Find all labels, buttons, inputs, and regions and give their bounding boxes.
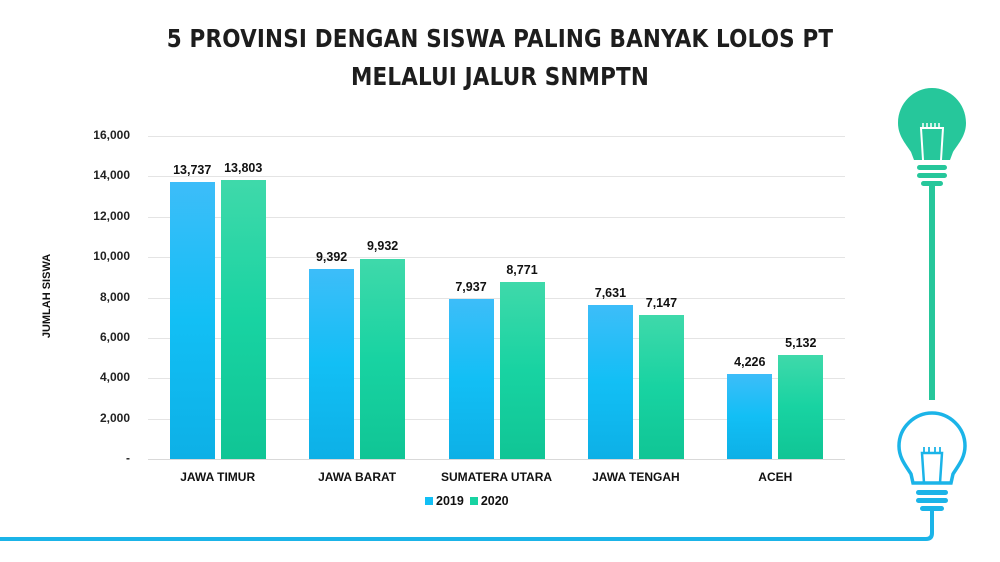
chart-title-line-2: MELALUI JALUR SNMPTN xyxy=(350,62,650,91)
legend-swatch-2020 xyxy=(469,497,478,505)
gridline xyxy=(148,418,845,420)
x-category-label: JAWA BARAT xyxy=(318,470,397,484)
legend-item-2019: 2019 xyxy=(425,494,464,508)
legend-label-2020: 2020 xyxy=(480,494,509,508)
bar-2019 xyxy=(727,373,773,459)
lightbulb-outline-icon xyxy=(897,411,967,485)
y-tick-label: 8,000 xyxy=(99,289,130,304)
bar-2020 xyxy=(638,314,684,459)
data-label: 5,132 xyxy=(785,336,817,351)
data-label: 9,392 xyxy=(315,250,348,265)
y-tick-label: 10,000 xyxy=(93,249,130,264)
y-tick-label: 2,000 xyxy=(99,410,130,425)
plot-area: 13,737 13,803 9,392 9,932 7,937 8,771 7,631 7,1… xyxy=(148,136,845,460)
data-label: 7,937 xyxy=(455,279,487,294)
data-label: 7,147 xyxy=(645,295,678,310)
legend-item-2020: 2020 xyxy=(469,494,509,508)
bar-2020 xyxy=(778,355,824,459)
bar-2020 xyxy=(220,180,266,459)
chart-title-line-1: 5 PROVINSI DENGAN SISWA PALING BANYAK LO… xyxy=(166,24,834,53)
data-label: 13,803 xyxy=(224,161,263,176)
data-label: 8,771 xyxy=(506,262,538,277)
data-label: 13,737 xyxy=(173,162,212,177)
bar-2020 xyxy=(499,281,545,459)
gridline xyxy=(148,176,845,178)
y-tick-label: - xyxy=(126,451,130,465)
lightbulb-filled-icon xyxy=(898,88,966,400)
x-category-label: SUMATERA UTARA xyxy=(440,470,553,484)
legend: 2019 2020 xyxy=(425,494,509,508)
bar-2019 xyxy=(169,181,215,459)
gridline xyxy=(148,378,845,380)
y-tick-label: 6,000 xyxy=(99,329,130,344)
gridline xyxy=(148,297,845,299)
bar-2019 xyxy=(309,269,355,459)
gridline xyxy=(148,257,845,259)
bar-2020 xyxy=(360,258,406,459)
x-category-label: JAWA TIMUR xyxy=(180,470,256,484)
bar-2019 xyxy=(448,298,494,459)
y-tick-label: 16,000 xyxy=(93,128,130,142)
y-tick-label: 12,000 xyxy=(93,208,130,223)
chart-title: 5 PROVINSI DENGAN SISWA PALING BANYAK LO… xyxy=(70,20,930,96)
gridline xyxy=(148,337,845,339)
legend-label-2019: 2019 xyxy=(436,494,464,508)
x-axis-baseline xyxy=(148,459,845,460)
data-label: 4,226 xyxy=(734,354,766,369)
connector-line xyxy=(0,511,934,541)
y-tick-label: 14,000 xyxy=(93,168,130,183)
gridline xyxy=(148,216,845,218)
x-category-label: JAWA TENGAH xyxy=(592,470,680,484)
x-category-label: ACEH xyxy=(758,470,793,484)
bar-2019 xyxy=(587,304,633,459)
data-label: 7,631 xyxy=(594,285,627,300)
y-tick-label: 4,000 xyxy=(99,370,130,385)
data-label: 9,932 xyxy=(366,239,399,254)
legend-swatch-2019 xyxy=(425,497,433,505)
gridline xyxy=(148,136,845,137)
